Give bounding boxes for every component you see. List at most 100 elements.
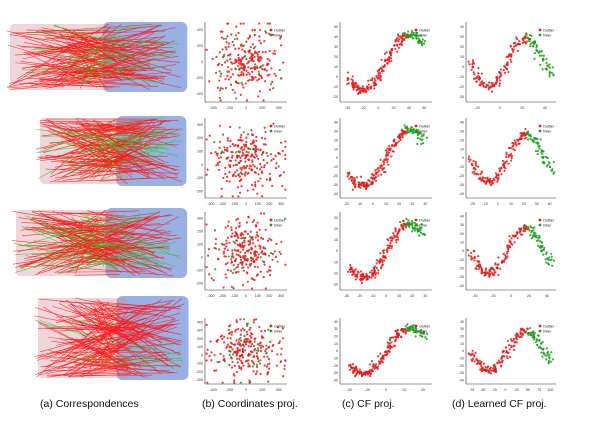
scatter-point bbox=[251, 257, 254, 261]
scatter-point bbox=[486, 84, 489, 87]
scatter-point bbox=[545, 261, 548, 264]
scatter-point bbox=[220, 63, 224, 66]
scatter-point bbox=[250, 129, 253, 132]
scatter-point bbox=[239, 344, 243, 347]
scatter-point bbox=[381, 65, 384, 68]
scatter-point bbox=[247, 353, 250, 356]
scatter-point bbox=[395, 241, 398, 244]
scatter-point bbox=[253, 165, 256, 168]
scatter-point bbox=[474, 162, 478, 165]
scatter-point bbox=[529, 42, 532, 46]
scatter-point bbox=[413, 227, 416, 230]
scatter-point bbox=[210, 277, 213, 280]
scatter-point bbox=[222, 250, 226, 253]
x-tick-label: 30 bbox=[410, 202, 414, 206]
scatter-point bbox=[259, 65, 263, 68]
scatter-point bbox=[233, 248, 236, 251]
scatter-point bbox=[384, 158, 388, 162]
scatter-point bbox=[505, 153, 508, 156]
scatter-point bbox=[227, 70, 231, 73]
scatter-point bbox=[352, 180, 356, 183]
scatter-point bbox=[220, 151, 223, 154]
scatter-point bbox=[247, 147, 250, 150]
scatter-point bbox=[486, 369, 489, 372]
scatter-point bbox=[354, 278, 357, 281]
scatter-point bbox=[239, 73, 243, 76]
scatter-point bbox=[542, 150, 545, 153]
scatter-point bbox=[532, 229, 535, 232]
scatter-point bbox=[234, 159, 237, 162]
scatter-point bbox=[540, 149, 543, 152]
scatter-point bbox=[386, 160, 389, 164]
scatter-point bbox=[379, 158, 382, 161]
scatter-points bbox=[205, 318, 287, 384]
scatter-point bbox=[257, 77, 261, 81]
x-tick-label: 20 bbox=[402, 388, 406, 392]
legend-inlier: Inlier bbox=[543, 223, 552, 227]
scatter-point bbox=[250, 277, 253, 280]
scatter-point bbox=[510, 237, 513, 240]
scatter-point bbox=[540, 54, 543, 57]
scatter-point bbox=[527, 130, 530, 133]
scatter-point bbox=[383, 354, 387, 357]
scatter-point bbox=[236, 186, 239, 189]
scatter-point bbox=[239, 333, 242, 336]
x-tick-label: 20 bbox=[520, 106, 524, 110]
scatter-point bbox=[380, 58, 383, 61]
scatter-point bbox=[227, 42, 230, 45]
scatter-point bbox=[387, 148, 390, 152]
scatter-point bbox=[248, 365, 251, 368]
scatter-point bbox=[511, 47, 514, 51]
legend-inlier: Inlier bbox=[419, 329, 428, 333]
scatter-point bbox=[239, 167, 242, 170]
scatter-point bbox=[245, 330, 248, 333]
scatter-point bbox=[393, 138, 396, 141]
scatter-point bbox=[244, 251, 247, 254]
scatter-point bbox=[394, 144, 397, 147]
scatter-point bbox=[484, 268, 487, 271]
scatter-point bbox=[369, 79, 372, 82]
scatter-point bbox=[422, 332, 426, 336]
scatter-point bbox=[267, 63, 270, 66]
scatter-point bbox=[371, 368, 374, 371]
scatter-point bbox=[254, 145, 257, 148]
scatter-point bbox=[254, 245, 257, 248]
scatter-point bbox=[401, 227, 404, 230]
scatter-point bbox=[421, 335, 424, 338]
scatter-point bbox=[270, 159, 273, 162]
scatter-point bbox=[230, 226, 233, 229]
scatter-point bbox=[484, 176, 487, 180]
scatter-point bbox=[242, 130, 245, 134]
scatter-point bbox=[507, 351, 510, 354]
scatter-point bbox=[506, 61, 509, 64]
scatter-point bbox=[284, 217, 287, 220]
scatter-point bbox=[552, 172, 555, 175]
scatter-point bbox=[541, 355, 544, 358]
scatter-point bbox=[356, 276, 359, 279]
y-tick-label: -30 bbox=[459, 275, 464, 279]
scatter-point bbox=[541, 241, 544, 244]
y-tick-label: 10 bbox=[334, 238, 338, 242]
scatter-point bbox=[506, 244, 509, 247]
scatter-point bbox=[242, 72, 245, 75]
scatter-point bbox=[348, 268, 351, 271]
scatter-point bbox=[222, 252, 225, 255]
scatter-point bbox=[395, 331, 398, 334]
scatter-point bbox=[376, 367, 379, 370]
scatter-point bbox=[365, 182, 368, 186]
scatter-point bbox=[469, 255, 473, 258]
y-tick-label: 200 bbox=[197, 230, 203, 234]
scatter-point bbox=[512, 348, 516, 351]
scatter-point bbox=[241, 350, 245, 353]
scatter-point bbox=[235, 321, 238, 324]
y-tick-label: 10 bbox=[460, 241, 464, 245]
scatter-point bbox=[256, 239, 260, 242]
y-tick-label: 0 bbox=[462, 156, 464, 160]
scatter-point bbox=[254, 45, 257, 48]
scatter-point bbox=[359, 90, 362, 93]
scatter-point bbox=[224, 226, 227, 229]
scatter-point bbox=[547, 263, 551, 266]
scatter-point bbox=[362, 276, 365, 279]
scatter-point bbox=[210, 152, 213, 155]
scatter-point bbox=[260, 136, 264, 140]
